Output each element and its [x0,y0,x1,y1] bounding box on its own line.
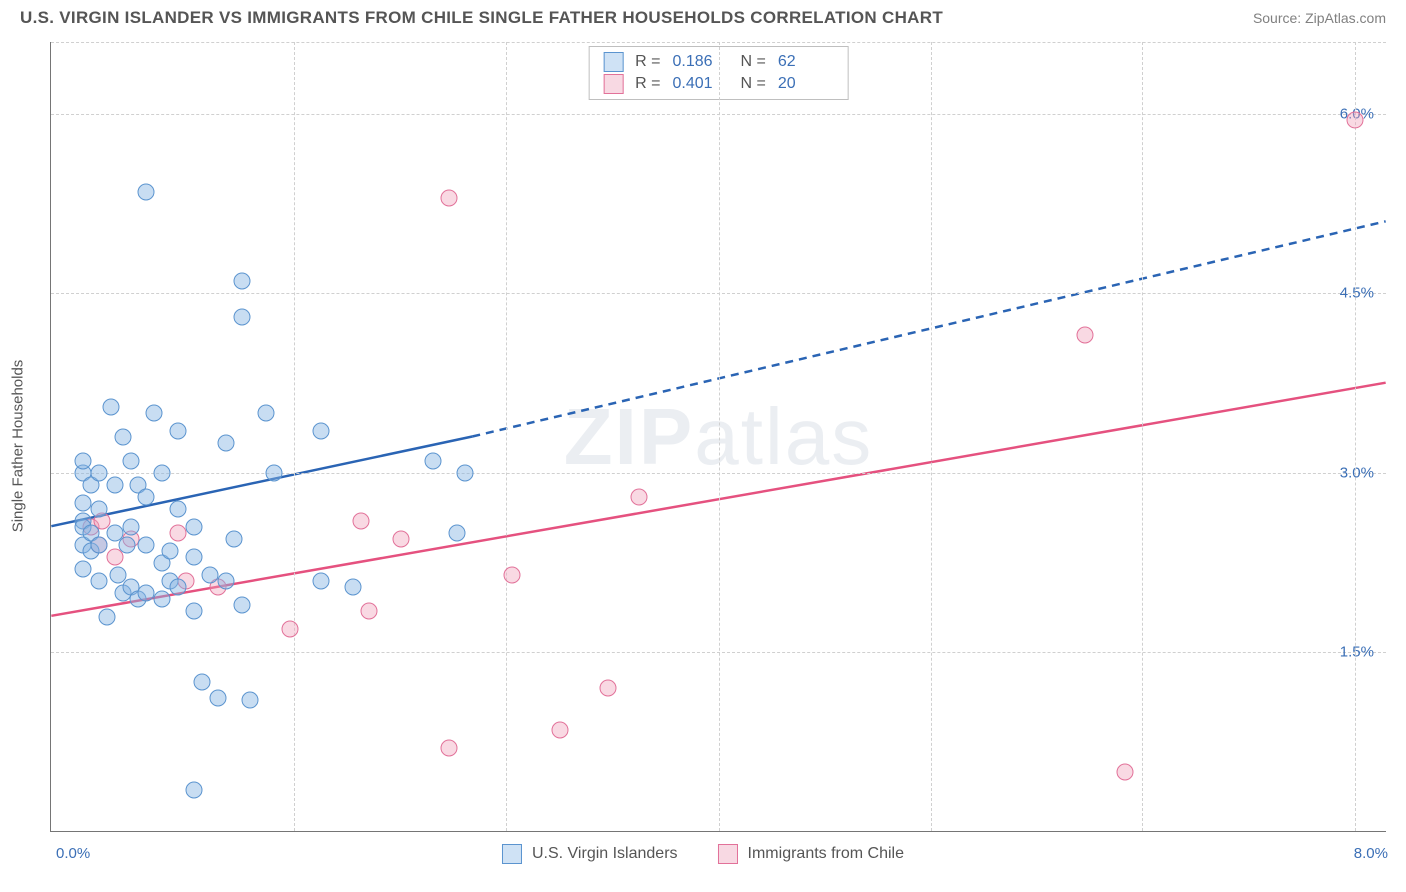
data-point-blue [225,530,242,547]
data-point-pink [1347,111,1364,128]
data-point-blue [210,689,227,706]
data-point-blue [217,572,234,589]
data-point-blue [146,405,163,422]
data-point-blue [424,452,441,469]
data-point-pink [504,566,521,583]
data-point-blue [90,500,107,517]
n-value-blue: 62 [778,53,834,71]
data-point-blue [170,500,187,517]
chart-title: U.S. VIRGIN ISLANDER VS IMMIGRANTS FROM … [20,8,943,28]
swatch-blue-icon [502,844,522,864]
gridline-v [719,42,720,831]
data-point-blue [74,560,91,577]
data-point-pink [392,530,409,547]
data-point-blue [138,584,155,601]
swatch-blue [603,52,623,72]
data-point-blue [241,692,258,709]
data-point-blue [122,452,139,469]
legend-item-pink: Immigrants from Chile [718,844,904,864]
gridline-v [506,42,507,831]
data-point-blue [90,464,107,481]
legend-item-blue: U.S. Virgin Islanders [502,844,678,864]
swatch-pink [603,74,623,94]
data-point-blue [106,476,123,493]
gridline-v [1142,42,1143,831]
data-point-pink [440,189,457,206]
data-point-blue [265,464,282,481]
data-point-blue [74,452,91,469]
swatch-pink-icon [718,844,738,864]
data-point-pink [440,740,457,757]
n-value-pink: 20 [778,75,834,93]
data-point-blue [170,578,187,595]
data-point-blue [186,548,203,565]
y-axis-title: Single Father Households [10,360,27,533]
data-point-pink [551,722,568,739]
x-axis-min-label: 0.0% [56,845,90,862]
legend-label-blue: U.S. Virgin Islanders [532,845,678,863]
series-legend: U.S. Virgin Islanders Immigrants from Ch… [502,844,904,864]
gridline-v [931,42,932,831]
data-point-blue [114,429,131,446]
data-point-blue [233,309,250,326]
data-point-blue [138,488,155,505]
data-point-pink [1076,327,1093,344]
source-credit: Source: ZipAtlas.com [1253,10,1386,26]
y-tick-label: 3.0% [1340,464,1374,481]
data-point-pink [1116,764,1133,781]
data-point-blue [170,423,187,440]
data-point-blue [233,273,250,290]
data-point-blue [448,524,465,541]
data-point-blue [138,183,155,200]
data-point-pink [353,512,370,529]
r-value-pink: 0.401 [673,75,729,93]
data-point-blue [313,423,330,440]
data-point-blue [257,405,274,422]
data-point-blue [233,596,250,613]
data-point-blue [90,536,107,553]
data-point-blue [456,464,473,481]
data-point-blue [345,578,362,595]
data-point-pink [631,488,648,505]
data-point-blue [313,572,330,589]
data-point-blue [90,572,107,589]
data-point-pink [281,620,298,637]
data-point-blue [162,542,179,559]
data-point-pink [170,524,187,541]
legend-label-pink: Immigrants from Chile [748,845,904,863]
data-point-blue [154,464,171,481]
data-point-blue [194,674,211,691]
data-point-blue [74,494,91,511]
data-point-blue [186,518,203,535]
data-point-blue [186,602,203,619]
data-point-blue [98,608,115,625]
data-point-blue [202,566,219,583]
data-point-blue [103,399,120,416]
data-point-blue [119,536,136,553]
data-point-blue [138,536,155,553]
y-tick-label: 1.5% [1340,644,1374,661]
data-point-blue [154,590,171,607]
data-point-pink [361,602,378,619]
gridline-v [294,42,295,831]
data-point-pink [599,680,616,697]
y-tick-label: 4.5% [1340,285,1374,302]
x-axis-max-label: 8.0% [1354,845,1388,862]
data-point-blue [122,518,139,535]
r-value-blue: 0.186 [673,53,729,71]
gridline-v [1355,42,1356,831]
scatter-chart: ZIPatlas R = 0.186 N = 62 R = 0.401 N = … [50,42,1386,832]
data-point-blue [217,434,234,451]
data-point-blue [186,782,203,799]
